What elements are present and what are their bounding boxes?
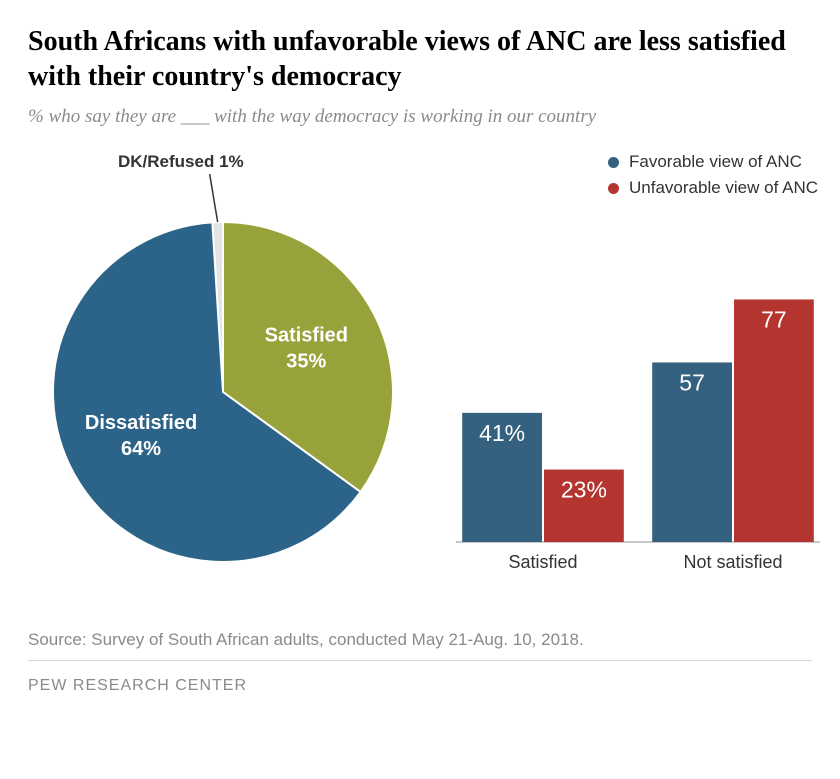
legend-item-unfavorable: Unfavorable view of ANC (608, 178, 818, 198)
charts-container: DK/Refused 1% Satisfied 35% Dissatisfied 64… (28, 152, 812, 602)
bar-category-satisfied: Satisfied (508, 552, 577, 572)
chart-subtitle: % who say they are ___ with the way demo… (28, 106, 812, 128)
pie-callout-label: DK/Refused (118, 152, 214, 171)
footer-attribution: PEW RESEARCH CENTER (28, 677, 812, 695)
bar-chart-svg: 41% 23% Satisfied 57 77 Not satisfied (448, 152, 828, 582)
pie-value-dissatisfied: 64% (121, 438, 161, 460)
pie-label-dissatisfied: Dissatisfied (85, 412, 197, 434)
legend-label-unfavorable: Unfavorable view of ANC (629, 178, 818, 198)
pie-label-satisfied: Satisfied (265, 325, 348, 347)
bar-category-notsatisfied: Not satisfied (683, 552, 782, 572)
pie-callout: DK/Refused 1% (118, 152, 244, 172)
bar-value-satisfied-unfavorable: 23% (561, 477, 607, 503)
bar-notsatisfied-unfavorable (734, 299, 814, 542)
chart-title: South Africans with unfavorable views of… (28, 24, 812, 94)
bar-chart-area: Favorable view of ANC Unfavorable view o… (448, 152, 828, 587)
bar-legend: Favorable view of ANC Unfavorable view o… (608, 152, 818, 204)
pie-chart-svg: Satisfied 35% Dissatisfied 64% (28, 152, 418, 582)
pie-chart-area: DK/Refused 1% Satisfied 35% Dissatisfied 64… (28, 152, 418, 587)
bar-value-satisfied-favorable: 41% (479, 420, 525, 446)
bar-value-notsatisfied-unfavorable: 77 (761, 306, 787, 332)
legend-item-favorable: Favorable view of ANC (608, 152, 818, 172)
legend-swatch-unfavorable (608, 183, 619, 194)
legend-swatch-favorable (608, 157, 619, 168)
pie-callout-value: 1% (219, 152, 244, 171)
legend-label-favorable: Favorable view of ANC (629, 152, 802, 172)
divider-line (28, 660, 812, 661)
pie-value-satisfied: 35% (286, 351, 326, 373)
bar-value-notsatisfied-favorable: 57 (679, 369, 705, 395)
pie-callout-line (210, 174, 218, 222)
source-note: Source: Survey of South African adults, … (28, 630, 812, 650)
